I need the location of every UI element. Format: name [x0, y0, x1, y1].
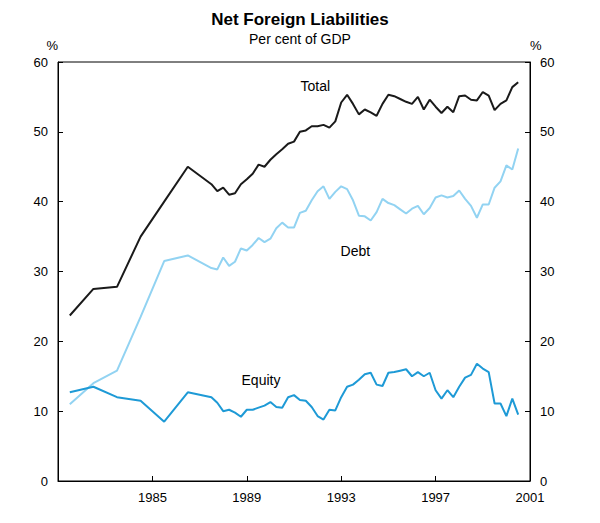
svg-text:Total: Total — [300, 78, 330, 94]
svg-text:10: 10 — [540, 404, 554, 419]
svg-text:10: 10 — [34, 404, 48, 419]
svg-text:40: 40 — [540, 194, 554, 209]
svg-text:Net Foreign Liabilities: Net Foreign Liabilities — [211, 10, 389, 29]
svg-text:1997: 1997 — [421, 490, 450, 505]
svg-text:50: 50 — [540, 124, 554, 139]
svg-text:20: 20 — [540, 334, 554, 349]
svg-text:40: 40 — [34, 194, 48, 209]
svg-text:Debt: Debt — [341, 243, 371, 259]
svg-text:50: 50 — [34, 124, 48, 139]
svg-text:60: 60 — [540, 55, 554, 70]
svg-text:1985: 1985 — [138, 490, 167, 505]
svg-text:30: 30 — [540, 264, 554, 279]
svg-text:2001: 2001 — [516, 490, 545, 505]
svg-text:%: % — [46, 38, 58, 53]
svg-text:60: 60 — [34, 55, 48, 70]
svg-text:30: 30 — [34, 264, 48, 279]
svg-text:Equity: Equity — [241, 372, 280, 388]
svg-text:1989: 1989 — [232, 490, 261, 505]
svg-text:0: 0 — [540, 474, 547, 489]
svg-text:0: 0 — [41, 474, 48, 489]
svg-text:1993: 1993 — [327, 490, 356, 505]
svg-text:%: % — [530, 38, 542, 53]
svg-text:Per cent of GDP: Per cent of GDP — [249, 31, 351, 47]
svg-text:20: 20 — [34, 334, 48, 349]
